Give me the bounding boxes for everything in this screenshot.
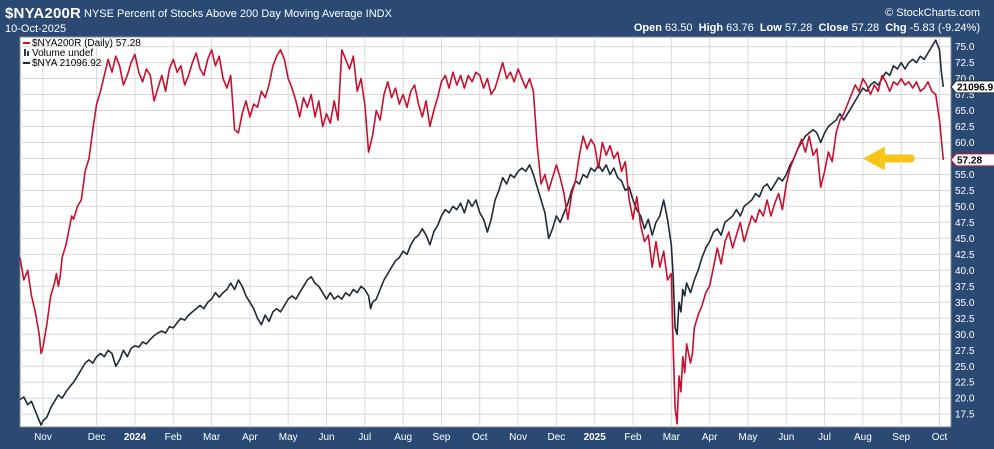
high-label: High (698, 22, 724, 34)
annotation-arrow (862, 146, 915, 171)
x-tick-label: Dec (547, 432, 565, 443)
nya200r-line (19, 49, 945, 425)
y-tick-label: 70.0 (955, 74, 975, 85)
x-tick-label: Sep (892, 432, 910, 443)
x-tick-label: Aug (394, 432, 412, 443)
y-tick-label: 40.0 (955, 266, 975, 277)
symbol-title: $NYA200R (5, 5, 82, 22)
x-tick-label: Feb (165, 432, 183, 443)
last-value-labels: 21096.9 57.28 (950, 80, 994, 167)
ohlc-readout: Open 63.50 High 63.76 Low 57.28 Close 57… (634, 22, 980, 34)
y-tick-label: 45.0 (955, 234, 975, 245)
low-value: 57.28 (784, 22, 813, 34)
y-tick-label: 32.5 (955, 314, 975, 325)
x-tick-label: Jun (318, 432, 334, 443)
y-tick-label: 52.5 (955, 186, 975, 197)
x-tick-label: 2025 (584, 432, 607, 443)
symbol-description: NYSE Percent of Stocks Above 200 Day Mov… (84, 8, 392, 20)
y-tick-label: 25.0 (955, 362, 975, 373)
y-tick-label: 62.5 (955, 122, 975, 133)
y-axis: 17.5 20.0 22.5 25.0 27.5 30.0 32.5 35.0 37.5 40.0… (955, 42, 975, 421)
open-value: 63.50 (665, 22, 693, 34)
y-tick-label: 47.5 (955, 218, 975, 229)
open-label: Open (633, 22, 662, 34)
y-tick-label: 42.5 (955, 250, 975, 261)
volume-swatch-icon (27, 51, 29, 56)
high-value: 63.76 (726, 22, 754, 34)
x-tick-label: Feb (624, 432, 642, 443)
y-tick-label: 35.0 (955, 298, 975, 309)
x-tick-label: Oct (472, 432, 488, 443)
y-tick-label: 60.0 (955, 138, 975, 149)
close-value: 57.28 (851, 22, 880, 34)
chg-value: -5.83 (-9.24%) (909, 22, 980, 34)
y-tick-label: 67.5 (955, 90, 975, 101)
chart-header: $NYA200R NYSE Percent of Stocks Above 20… (0, 0, 994, 36)
grid-lines (20, 37, 951, 427)
legend-entry: Volume undef (32, 48, 93, 59)
y-tick-label: 55.0 (955, 170, 975, 181)
x-tick-label: May (279, 432, 298, 443)
x-tick-label: 2024 (124, 432, 147, 443)
y-tick-label: 50.0 (955, 202, 975, 213)
y-tick-label: 20.0 (955, 394, 975, 405)
y-tick-label: 22.5 (955, 378, 975, 389)
x-tick-label: Jul (818, 432, 831, 443)
y-tick-label: 72.5 (955, 58, 975, 69)
x-tick-label: Nov (509, 432, 527, 443)
chg-label: Chg (885, 22, 907, 34)
y-tick-label: 65.0 (955, 106, 975, 117)
last-value-text: 57.28 (957, 155, 982, 166)
brand-watermark[interactable]: © StockCharts.com (885, 7, 980, 19)
nya-line (19, 39, 945, 426)
y-tick-label: 37.5 (955, 282, 975, 293)
x-tick-label: Mar (663, 432, 681, 443)
last-value-text: 21096.9 (957, 82, 994, 93)
volume-swatch-icon (24, 49, 26, 56)
x-tick-label: Oct (932, 432, 948, 443)
arrow-head-icon (862, 146, 885, 171)
y-tick-label: 17.5 (955, 410, 975, 421)
nya200r-last-value-label: 57.28 (950, 153, 994, 167)
x-tick-label: Mar (203, 432, 221, 443)
legend-entry: $NYA 21096.92 (32, 58, 102, 69)
x-tick-label: Aug (854, 432, 872, 443)
plot-area (19, 36, 952, 428)
y-tick-label: 27.5 (955, 346, 975, 357)
x-tick-label: Apr (702, 432, 718, 443)
y-tick-label: 30.0 (955, 330, 975, 341)
series-layer (19, 39, 945, 426)
x-axis: Nov Dec 2024 Feb Mar Apr May Jun Jul Aug Sep Oct Nov… (34, 432, 947, 443)
x-tick-label: Sep (433, 432, 451, 443)
low-label: Low (759, 22, 782, 34)
y-tick-label: 75.0 (955, 42, 975, 53)
x-tick-label: May (738, 432, 757, 443)
chart-date: 10-Oct-2025 (5, 23, 67, 35)
x-tick-label: Jul (358, 432, 371, 443)
x-tick-label: Nov (34, 432, 52, 443)
legend-entry: $NYA200R (Daily) 57.28 (32, 38, 141, 49)
nya-last-value-label: 21096.9 (950, 80, 994, 94)
close-label: Close (818, 22, 849, 34)
x-tick-label: Jun (778, 432, 794, 443)
x-tick-label: Apr (242, 432, 258, 443)
x-tick-label: Dec (88, 432, 106, 443)
